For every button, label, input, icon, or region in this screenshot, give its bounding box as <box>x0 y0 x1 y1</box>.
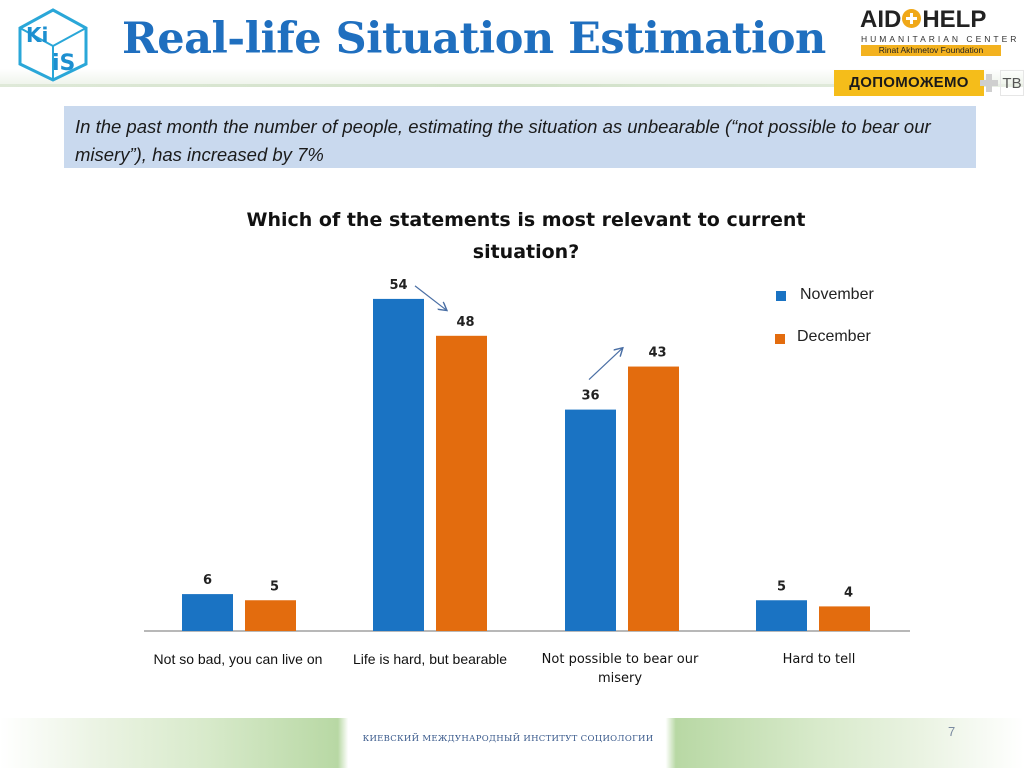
category-label-life-is-hard: Life is hard, but bearable <box>352 651 508 667</box>
footer: КИЕВСКИЙ МЕЖДУНАРОДНЫЙ ИНСТИТУТ СОЦИОЛОГ… <box>0 718 1024 768</box>
legend-label-november: November <box>800 286 874 303</box>
legend-item-december: December <box>775 328 936 348</box>
legend-swatch-december <box>775 334 785 344</box>
category-label-not-so-bad: Not so bad, you can live on <box>153 651 323 667</box>
svg-text:Ki: Ki <box>26 23 48 47</box>
trend-arrow-not-possible <box>588 349 622 381</box>
data-label-december-2: 43 <box>648 346 666 361</box>
aid-help-subtitle: HUMANITARIAN CENTER <box>861 34 1020 44</box>
category-label-hard-to-tell: Hard to tell <box>782 652 856 667</box>
legend-label-december: December <box>797 328 871 345</box>
plus-icon <box>902 9 922 28</box>
header-divider <box>0 84 1024 87</box>
data-label-november-2: 36 <box>581 389 599 404</box>
bar-december-0 <box>245 600 296 631</box>
key-finding-text: In the past month the number of people, … <box>75 116 931 165</box>
page-number: 7 <box>948 724 956 739</box>
kiis-logo: Ki iS <box>18 8 88 82</box>
trend-arrow-life-is-hard <box>414 285 446 310</box>
aid-help-foundation: Rinat Akhmetov Foundation <box>861 45 1001 56</box>
page-title: Real-life Situation Estimation <box>122 14 826 64</box>
plus-icon <box>980 74 998 92</box>
chart-title: Which of the statements is most relevant… <box>246 209 806 263</box>
bar-november-2 <box>565 409 616 631</box>
legend-item-november: November <box>776 286 936 306</box>
data-label-november-1: 54 <box>389 278 407 293</box>
aid-help-wordmark: AID HELP <box>860 6 987 33</box>
footer-band <box>0 718 1024 768</box>
aid-help-logo: AID HELP HUMANITARIAN CENTER Rinat Akhmet… <box>856 6 1016 58</box>
bar-december-2 <box>628 366 679 631</box>
bar-november-0 <box>182 594 233 631</box>
chart-legend: November December <box>775 284 936 364</box>
bar-november-3 <box>756 600 807 631</box>
legend-swatch-november <box>776 291 786 301</box>
dopomozhemo-label: ДОПОМОЖЕМО <box>834 70 984 96</box>
dopomozhemo-logo: ДОПОМОЖЕМО ТВ <box>834 70 1024 96</box>
data-label-december-1: 48 <box>456 315 474 330</box>
data-label-december-0: 5 <box>270 579 279 594</box>
key-finding-callout: In the past month the number of people, … <box>64 106 976 168</box>
bar-december-3 <box>819 606 870 631</box>
data-label-november-0: 6 <box>203 573 212 588</box>
data-label-december-3: 4 <box>844 585 853 600</box>
bar-november-1 <box>373 298 424 631</box>
data-label-november-3: 5 <box>777 579 786 594</box>
footer-institute-name: КИЕВСКИЙ МЕЖДУНАРОДНЫЙ ИНСТИТУТ СОЦИОЛОГ… <box>362 734 654 744</box>
bar-december-1 <box>436 335 487 631</box>
category-label-not-possible: Not possible to bear our misery <box>541 652 699 686</box>
svg-text:iS: iS <box>52 51 75 76</box>
